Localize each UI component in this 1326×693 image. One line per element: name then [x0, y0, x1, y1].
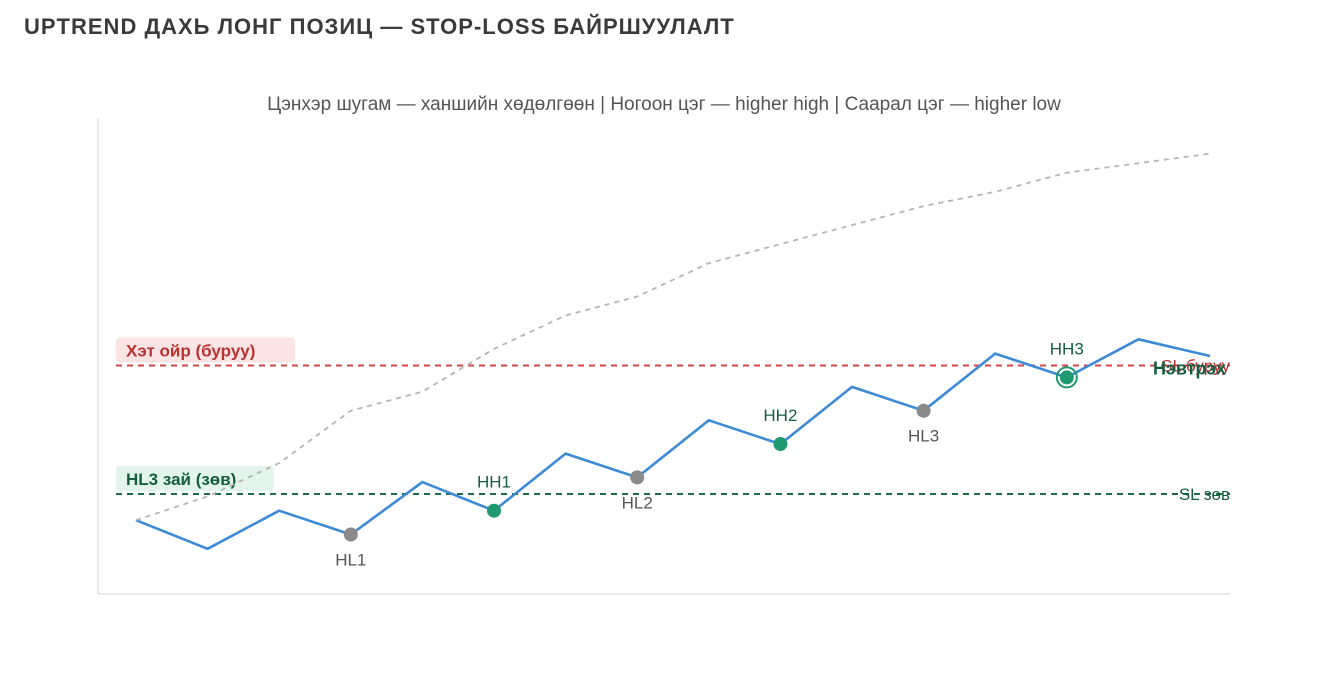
price-line [135, 337, 1211, 551]
point-label: HL3 [908, 427, 939, 446]
chart-subtitle: Цэнхэр шугам — ханшийн хөдөлгөөн | Ногоо… [267, 94, 1061, 115]
higher-high-point [1059, 370, 1074, 385]
point-label: HH3 [1050, 339, 1084, 358]
higher-low-point [630, 470, 645, 485]
higher-low-point [343, 527, 358, 542]
stoploss-end-label: SL буруу [1161, 357, 1230, 376]
point-label: HH1 [477, 473, 511, 492]
point-label: HL1 [335, 551, 366, 570]
labels-layer: HL1 HH1 HL2 HH2 HL3 HH3 Нэвтрэх [335, 339, 1226, 569]
point-label: HH2 [763, 406, 797, 425]
points-layer [343, 366, 1078, 542]
higher-low-point [916, 403, 931, 418]
higher-high-point [773, 437, 788, 452]
hlines-layer: Хэт ойр (буруу) SL буруу HL3 зай (зөв) SL з… [116, 337, 1230, 504]
trend-dashed-line [135, 152, 1211, 522]
higher-high-point [487, 503, 501, 518]
stoploss-end-label: SL зөв [1179, 485, 1230, 504]
stoploss-badge-label: Хэт ойр (буруу) [126, 342, 255, 361]
entry-annotation: Нэвтрэх [1153, 358, 1226, 378]
stoploss-badge [116, 337, 295, 363]
stoploss-badge-label: HL3 зай (зөв) [126, 470, 236, 489]
series-layer [135, 152, 1211, 551]
point-label: HL2 [622, 493, 653, 512]
page-title: UPTREND ДАХЬ ЛОНГ ПОЗИЦ — STOP-LOSS БАЙР… [24, 14, 735, 39]
entry-ring-marker [1055, 366, 1078, 389]
